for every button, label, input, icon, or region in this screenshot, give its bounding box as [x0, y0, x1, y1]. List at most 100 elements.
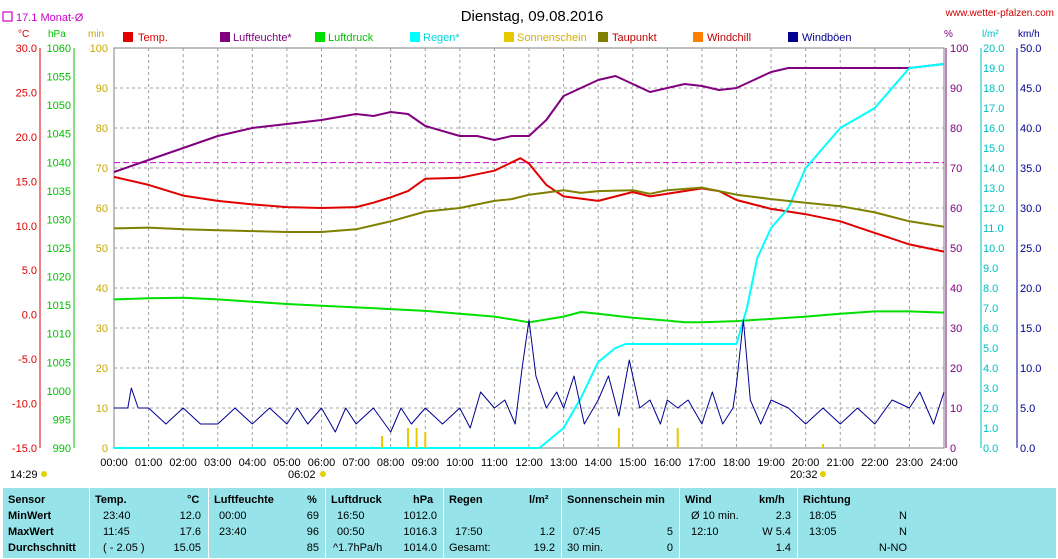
x-axis-tick: 17:00	[688, 457, 716, 469]
rain-axis-tick: 16.0	[983, 123, 1004, 135]
series-line-luftdruck	[113, 296, 945, 324]
wind-axis-tick: 40.0	[1020, 123, 1041, 135]
cell-min-wind-value: 2.3	[775, 510, 791, 522]
hdr-temp: Temp.	[95, 494, 127, 506]
table-separator	[208, 488, 209, 558]
wind-axis-tick: 10.0	[1020, 363, 1041, 375]
cell-max-hum-value: 96	[306, 526, 319, 538]
legend-swatch-dewpoint	[598, 32, 608, 42]
pressure-axis-tick: 995	[53, 414, 71, 426]
legend-label-rain: Regen*	[423, 32, 460, 44]
cell-avg-press-time: ^1.7hPa/h	[333, 542, 383, 554]
x-axis-tick: 20:00	[792, 457, 820, 469]
cell-max-sun-time: 07:45	[573, 526, 601, 538]
wind-axis-tick: 15.0	[1020, 323, 1041, 335]
time-left: 14:29	[10, 469, 38, 481]
temp-axis-tick: 30.0	[16, 43, 37, 55]
cell-max-press-value: 1016.3	[403, 526, 437, 538]
minutes-axis-tick: 90	[96, 83, 108, 95]
legend-label-humidity: Luftfeuchte*	[233, 32, 292, 44]
grid	[114, 48, 944, 448]
cell-avg-hum-value: 85	[306, 542, 319, 554]
rain-axis-tick: 14.0	[983, 163, 1004, 175]
x-axis-tick: 08:00	[377, 457, 405, 469]
cell-min-hum-value: 69	[306, 510, 319, 522]
rain-axis-tick: 20.0	[983, 43, 1004, 55]
x-axis-tick: 13:00	[550, 457, 578, 469]
legend-label-windchill: Windchill	[707, 32, 751, 44]
minutes-axis-tick: 40	[96, 283, 108, 295]
temp-axis-tick: 15.0	[16, 176, 37, 188]
cell-avg-rain-value: 19.2	[533, 542, 555, 554]
percent-axis-tick: 30	[950, 323, 962, 335]
series-line-temp	[113, 157, 945, 253]
minutes-axis-tick: 70	[96, 163, 108, 175]
rain-axis-tick: 4.0	[983, 363, 998, 375]
temp-axis-tick: -5.0	[18, 354, 37, 366]
sun-icon-left	[41, 471, 47, 477]
chart-title: Dienstag, 09.08.2016	[461, 8, 604, 25]
temp-axis-tick: -10.0	[12, 399, 37, 411]
pressure-axis-tick: 1025	[47, 243, 71, 255]
x-axis-tick: 12:00	[515, 457, 543, 469]
x-axis-tick: 16:00	[654, 457, 682, 469]
cell-min-temp-time: 23:40	[103, 510, 131, 522]
pressure-axis-tick: 1005	[47, 357, 71, 369]
sun-icon-sunrise	[320, 471, 326, 477]
rain-axis-tick: 12.0	[983, 203, 1004, 215]
hdr-pressure: Luftdruck	[331, 494, 382, 506]
cell-max-wind-time: 12:10	[691, 526, 719, 538]
x-axis-tick: 03:00	[204, 457, 232, 469]
x-axis-tick: 05:00	[273, 457, 301, 469]
wind-axis-tick: 20.0	[1020, 283, 1041, 295]
minutes-axis-tick: 80	[96, 123, 108, 135]
table-separator	[561, 488, 562, 558]
wind-axis-tick: 45.0	[1020, 83, 1041, 95]
x-axis-tick: 19:00	[757, 457, 785, 469]
cell-avg-sun-value: 0	[666, 542, 673, 554]
hdr-rain: Regen	[449, 494, 483, 506]
cell-avg-wind-value: 1.4	[775, 542, 791, 554]
cell-max-sun-value: 5	[666, 526, 673, 538]
unit-minutes: min	[88, 29, 104, 40]
hdr-pressure-unit: hPa	[413, 494, 434, 506]
pressure-axis-tick: 1010	[47, 329, 71, 341]
cell-avg-temp-time: ( - 2.05 )	[103, 542, 145, 554]
rain-axis-tick: 13.0	[983, 183, 1004, 195]
legend-label-pressure: Luftdruck	[328, 32, 374, 44]
row-label-min: MinWert	[8, 510, 52, 522]
wind-axis-tick: 0.0	[1020, 443, 1035, 455]
table-separator	[797, 488, 798, 558]
table-separator	[679, 488, 680, 558]
minutes-axis-tick: 20	[96, 363, 108, 375]
cell-avg-sun-time: 30 min.	[567, 542, 604, 554]
cell-max-temp-time: 11:45	[103, 526, 130, 538]
hdr-sunshine: Sonnenschein min	[567, 494, 665, 506]
unit-temp: °C	[18, 29, 29, 40]
x-axis-tick: 07:00	[342, 457, 370, 469]
cell-min-dir-value: N	[899, 510, 907, 522]
cell-avg-temp-value: 15.05	[173, 542, 201, 554]
x-axis-tick: 22:00	[861, 457, 889, 469]
series-line-regen	[114, 63, 945, 449]
rain-axis-tick: 0.0	[983, 443, 998, 455]
monthly-avg-legend-box	[2, 11, 13, 22]
cell-max-temp-value: 17.6	[179, 526, 201, 538]
cell-min-dir-time: 18:05	[809, 510, 837, 522]
percent-axis-tick: 20	[950, 363, 962, 375]
pressure-axis-tick: 1035	[47, 186, 71, 198]
series-line-windböen	[114, 319, 945, 433]
x-axis-tick: 18:00	[723, 457, 751, 469]
pressure-axis-tick: 1060	[47, 43, 71, 55]
legend-swatch-windchill	[693, 32, 703, 42]
rain-axis-tick: 9.0	[983, 263, 998, 275]
temp-axis-tick: -15.0	[12, 443, 37, 455]
pressure-axis-tick: 1040	[47, 157, 71, 169]
minutes-axis-tick: 60	[96, 203, 108, 215]
hdr-humidity-unit: %	[307, 494, 317, 506]
x-axis-tick: 10:00	[446, 457, 474, 469]
rain-axis-tick: 6.0	[983, 323, 998, 335]
percent-axis-tick: 70	[950, 163, 962, 175]
x-axis-tick: 00:00	[100, 457, 128, 469]
pressure-axis-tick: 1030	[47, 214, 71, 226]
